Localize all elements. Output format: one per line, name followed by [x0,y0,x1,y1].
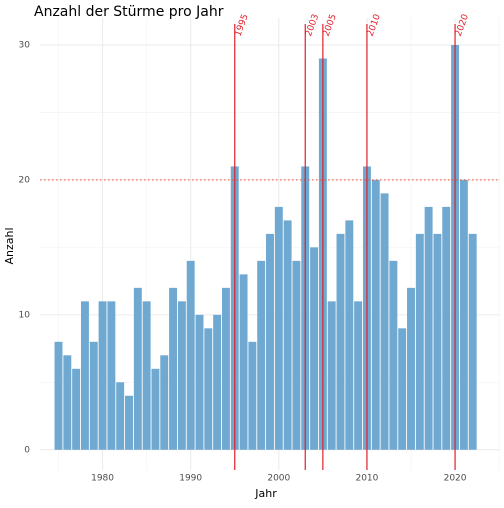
bar [204,328,213,450]
bar [327,301,336,450]
event-label: 2010 [366,13,383,38]
bar [195,314,204,450]
bar [54,341,63,450]
bar [380,193,389,450]
y-tick-label: 20 [19,175,31,185]
y-tick-label: 10 [19,310,31,320]
bar [433,233,442,450]
bar [274,206,283,450]
bar [213,314,222,450]
bar [415,233,424,450]
bar [133,287,142,450]
x-tick-label: 2020 [444,474,467,484]
bar [239,274,248,450]
x-axis-label: Jahr [254,487,277,500]
bar [310,247,319,450]
bar [169,287,178,450]
event-label: 1995 [234,13,251,38]
bar [442,206,451,450]
bar [221,287,230,450]
bar [89,341,98,450]
bar [98,301,107,450]
x-tick-label: 1980 [91,474,114,484]
bar [107,301,116,450]
bar [80,301,89,450]
bar [371,179,380,450]
event-label: 2020 [454,13,471,38]
bar [354,301,363,450]
bar [257,260,266,450]
bar [468,233,477,450]
bar [160,355,169,450]
bar [116,382,125,450]
bar [389,260,398,450]
bar [292,260,301,450]
chart-title: Anzahl der Stürme pro Jahr [34,4,224,20]
y-tick-label: 30 [19,40,31,50]
bar [459,179,468,450]
bar [266,233,274,450]
event-label: 2005 [322,13,339,38]
event-label: 2003 [304,13,321,38]
bar [407,287,415,450]
bar [151,368,160,450]
bar [125,395,133,450]
bar [72,368,81,450]
bar [63,355,72,450]
bar [345,220,354,450]
x-tick-label: 2000 [267,474,290,484]
bar [177,301,186,450]
bar [142,301,151,450]
y-tick-label: 0 [24,445,30,455]
bar [248,341,257,450]
bar [336,233,345,450]
x-tick-label: 2010 [355,474,378,484]
bar [424,206,433,450]
bar [283,220,292,450]
bar [186,260,195,450]
y-axis-label: Anzahl [3,227,16,264]
x-tick-label: 1990 [179,474,202,484]
bar [398,328,407,450]
